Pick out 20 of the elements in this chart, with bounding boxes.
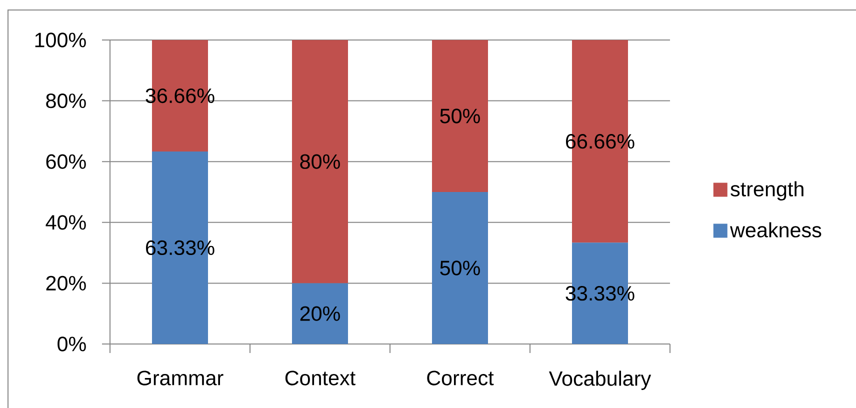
y-tick-label: 40% [46, 215, 86, 230]
data-label: 20% [300, 306, 340, 321]
y-tick-label: 100% [35, 32, 86, 48]
legend-label: strength [730, 181, 804, 201]
x-tick-label: Correct [427, 370, 494, 386]
y-tick-label: 60% [46, 154, 86, 169]
y-tick-label: 20% [46, 276, 86, 291]
bar [292, 283, 348, 344]
y-tick-label: 80% [46, 93, 86, 108]
data-label: 50% [440, 260, 480, 276]
y-tick-label: 0% [58, 336, 86, 352]
x-tick-label: Grammar [137, 370, 224, 386]
bar [432, 192, 488, 344]
bar [432, 40, 488, 192]
data-label: 50% [440, 108, 480, 124]
legend-label: weakness [730, 222, 822, 238]
x-tick-label: Vocabulary [548, 370, 652, 390]
data-label: 80% [300, 154, 340, 169]
x-tick-label: Context [285, 370, 356, 386]
bar [292, 40, 348, 284]
